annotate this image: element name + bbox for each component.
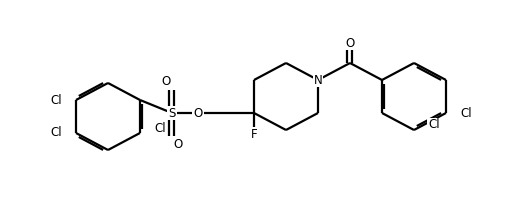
Text: O: O (173, 138, 182, 152)
Text: Cl: Cl (154, 121, 165, 135)
Text: Cl: Cl (50, 126, 62, 140)
Text: Cl: Cl (50, 94, 62, 107)
Text: O: O (345, 36, 354, 49)
Text: O: O (161, 75, 171, 87)
Text: N: N (313, 73, 322, 87)
Text: O: O (193, 107, 202, 119)
Text: Cl: Cl (459, 107, 471, 119)
Text: Cl: Cl (427, 119, 439, 131)
Text: F: F (250, 128, 257, 140)
Text: S: S (168, 107, 175, 119)
